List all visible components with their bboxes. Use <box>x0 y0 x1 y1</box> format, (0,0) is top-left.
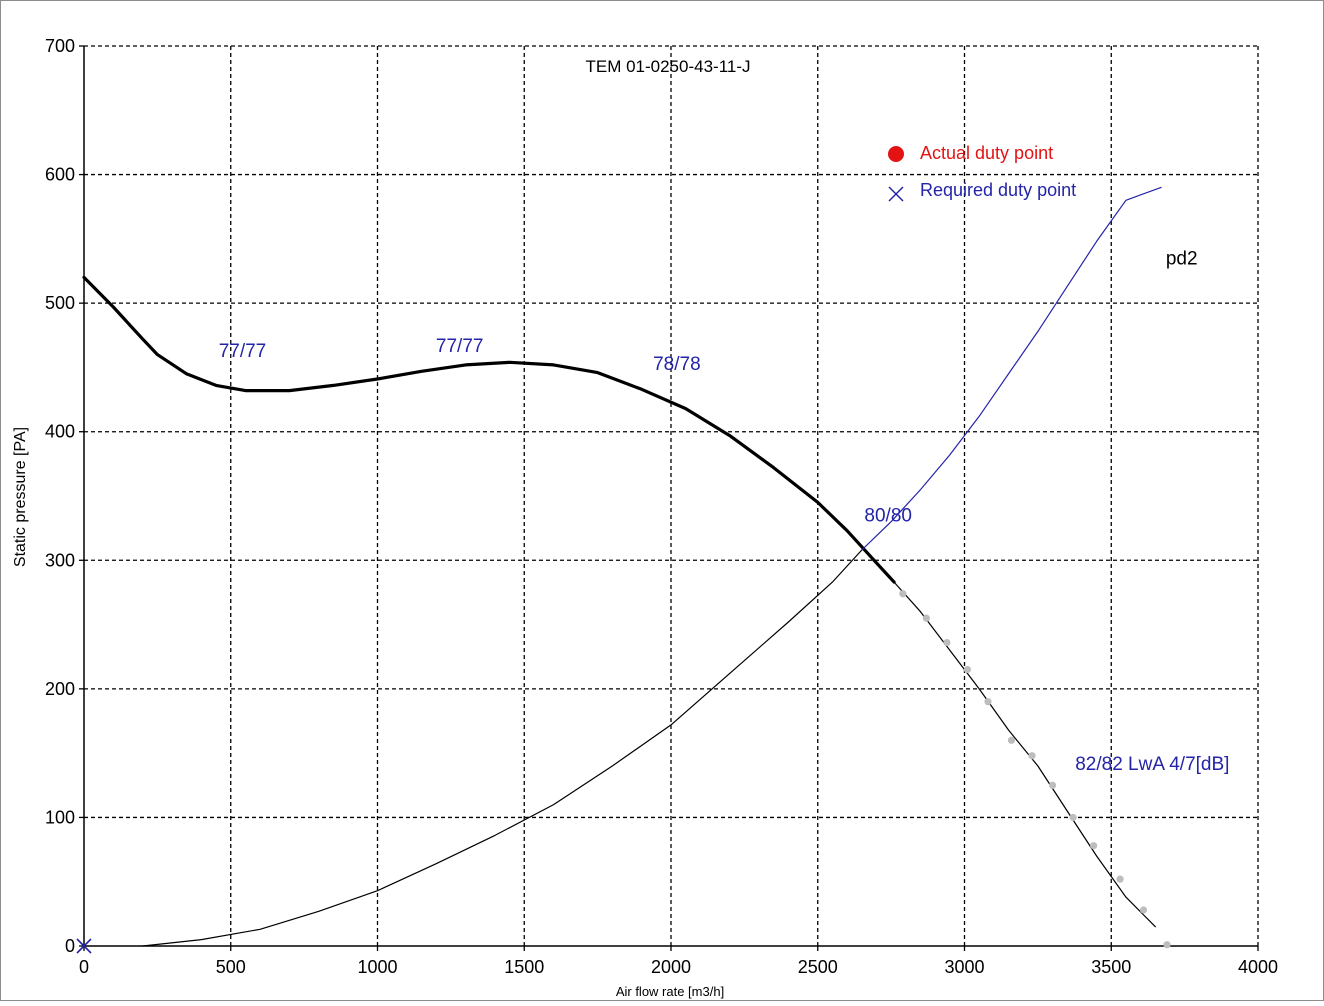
curve-annotation-label: 78/78 <box>653 354 701 375</box>
series-layer <box>82 186 1162 947</box>
grey-sample-point <box>963 665 972 674</box>
actual-duty-point-legend-marker <box>888 146 904 162</box>
y-tick-label: 600 <box>45 165 75 185</box>
system-curve-lower-line <box>142 549 863 947</box>
grey-sample-point <box>899 590 907 598</box>
x-axis-title: Air flow rate [m3/h] <box>616 984 724 999</box>
fan-curve-line <box>82 275 896 584</box>
x-tick-label: 3000 <box>944 957 984 977</box>
system-curve-line <box>861 186 1162 551</box>
grey-sample-point <box>943 638 951 647</box>
actual-duty-point-legend-label: Actual duty point <box>920 143 1053 163</box>
required-duty-point-legend-marker <box>888 186 904 202</box>
curve-annotation-label: 77/77 <box>219 341 267 362</box>
grey-sample-point <box>1139 906 1148 914</box>
y-axis-title: Static pressure [PA] <box>12 427 29 567</box>
marker-layer <box>76 590 1171 954</box>
y-tick-label: 100 <box>45 807 75 827</box>
x-tick-label: 2500 <box>798 957 838 977</box>
grey-sample-point <box>984 698 992 706</box>
y-tick-label: 200 <box>45 679 75 699</box>
grey-sample-point <box>1116 875 1124 883</box>
x-tick-label: 3500 <box>1091 957 1131 977</box>
x-tick-label: 2000 <box>651 957 691 977</box>
grey-sample-point <box>1069 813 1077 822</box>
grey-sample-point <box>1048 781 1057 789</box>
grey-sample-point <box>1090 842 1098 850</box>
x-tick-label: 0 <box>79 957 89 977</box>
required-duty-point-stroke <box>76 938 92 954</box>
legend: Actual duty point Required duty point <box>888 143 1076 202</box>
curve-annotation-label: 82/82 LwA 4/7[dB] <box>1075 754 1229 775</box>
required-duty-point-legend-label: Required duty point <box>920 180 1076 200</box>
grid-layer <box>84 45 1259 946</box>
grey-sample-point <box>1028 752 1036 760</box>
fan-curve-extension-line <box>893 581 1156 928</box>
y-tick-label: 500 <box>45 293 75 313</box>
x-tick-label: 1000 <box>357 957 397 977</box>
chart-title: TEM 01-0250-43-11-J <box>585 57 750 76</box>
curve-annotation-label: 77/77 <box>436 336 484 357</box>
curve-annotation-label: 80/80 <box>864 506 912 527</box>
x-tick-label: 500 <box>216 957 246 977</box>
curve-annotation-label: pd2 <box>1166 249 1198 270</box>
x-tick-label: 4000 <box>1238 957 1278 977</box>
grey-sample-point <box>1007 736 1016 744</box>
required-duty-point-marker <box>76 938 92 954</box>
y-tick-label: 400 <box>45 422 75 442</box>
x-tick-label: 1500 <box>504 957 544 977</box>
y-tick-label: 300 <box>45 550 75 570</box>
y-tick-label: 0 <box>65 936 75 956</box>
grey-sample-point <box>922 614 930 622</box>
grey-sample-point <box>1163 941 1171 949</box>
y-tick-label: 700 <box>45 36 75 56</box>
axis-layer: 0 500 1000 1500 2000 2500 3000 3500 4000 0 100 200 3… <box>45 36 1278 977</box>
label-layer: TEM 01-0250-43-11-J Air flow rate [m3/h]… <box>12 57 1229 999</box>
